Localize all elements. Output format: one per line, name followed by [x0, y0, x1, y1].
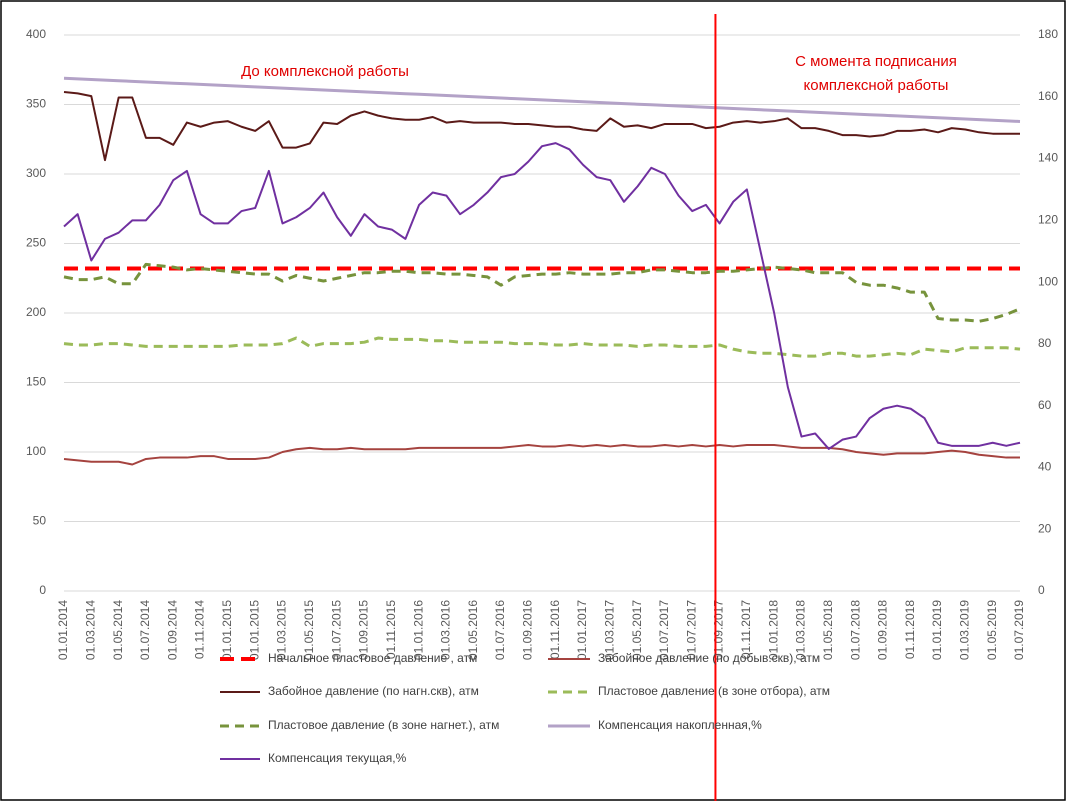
- y2-tick-label: 120: [1038, 213, 1058, 227]
- series-line: [63, 336, 1021, 358]
- x-tick-label: 01.05.2017: [630, 600, 644, 660]
- y2-tick-label: 60: [1038, 398, 1052, 412]
- x-tick-label: 01.03.2017: [602, 600, 616, 660]
- legend-label: Компенсация накопленная,%: [598, 718, 762, 732]
- x-tick-label: 01.07.2019: [1012, 600, 1026, 660]
- series-line: [63, 142, 1021, 450]
- x-tick-label: 01.03.2014: [83, 600, 97, 660]
- annotation: До комплексной работы: [241, 63, 409, 80]
- y-tick-label: 300: [26, 166, 46, 180]
- y-tick-label: 50: [33, 514, 47, 528]
- series-line: [63, 76, 1021, 123]
- series-line: [63, 262, 1021, 323]
- x-tick-label: 01.01.2015: [247, 600, 261, 660]
- x-tick-label: 01.09.2018: [876, 600, 890, 660]
- y-tick-label: 150: [26, 375, 46, 389]
- x-tick-label: 01.01.2019: [930, 600, 944, 660]
- x-tick-label: 01.11.2015: [384, 600, 398, 659]
- legend-label: Пластовое давление (в зоне отбора), атм: [598, 684, 830, 698]
- x-tick-label: 01.05.2014: [111, 600, 125, 660]
- y-tick-label: 100: [26, 444, 46, 458]
- y2-tick-label: 40: [1038, 460, 1052, 474]
- y-tick-label: 0: [39, 583, 46, 597]
- legend-label: Забойное давление (по нагн.скв), атм: [268, 684, 479, 698]
- x-tick-label: 01.07.2014: [138, 600, 152, 660]
- y2-tick-label: 80: [1038, 336, 1052, 350]
- x-tick-label: 01.01.2014: [56, 600, 70, 660]
- x-tick-label: 01.09.2014: [165, 600, 179, 660]
- legend-label: Компенсация текущая,%: [268, 751, 407, 765]
- x-tick-label: 01.07.2015: [329, 600, 343, 660]
- x-tick-label: 01.05.2018: [821, 600, 835, 660]
- legend-label: Забойное давление (по добыв.скв), атм: [598, 651, 820, 665]
- x-tick-label: 01.07.2017: [657, 600, 671, 660]
- x-tick-label: 01.11.2018: [903, 600, 917, 659]
- x-tick-label: 01.05.2016: [466, 600, 480, 660]
- y-tick-label: 200: [26, 305, 46, 319]
- x-tick-label: 01.09.2016: [521, 600, 535, 660]
- y2-tick-label: 0: [1038, 583, 1045, 597]
- x-tick-label: 01.03.2019: [958, 600, 972, 660]
- x-tick-label: 01.07.2016: [493, 600, 507, 660]
- x-tick-label: 01.01.2018: [766, 600, 780, 660]
- y-tick-label: 350: [26, 97, 46, 111]
- series-line: [63, 444, 1020, 466]
- x-tick-label: 01.03.2015: [275, 600, 289, 660]
- y-tick-label: 400: [26, 27, 46, 41]
- x-tick-label: 01.03.2018: [794, 600, 808, 660]
- annotation: комплексной работы: [804, 77, 949, 94]
- x-tick-label: 01.01.2015: [220, 600, 234, 660]
- x-tick-label: 01.11.2017: [739, 600, 753, 659]
- x-tick-label: 01.11.2014: [193, 600, 207, 659]
- x-tick-label: 01.09.2015: [357, 600, 371, 660]
- legend-label: Пластовое давление (в зоне нагнет.), атм: [268, 718, 499, 732]
- legend-label: Начальное пластовое давление , атм: [268, 651, 477, 665]
- x-tick-label: 01.05.2019: [985, 600, 999, 660]
- x-tick-label: 01.05.2015: [302, 600, 316, 660]
- annotation: С момента подписания: [795, 53, 957, 70]
- y2-tick-label: 140: [1038, 151, 1058, 165]
- x-tick-label: 01.01.2016: [411, 600, 425, 660]
- x-tick-label: 01.11.2016: [548, 600, 562, 659]
- y2-tick-label: 180: [1038, 27, 1058, 41]
- y2-tick-label: 20: [1038, 521, 1052, 535]
- y2-tick-label: 100: [1038, 274, 1058, 288]
- x-tick-label: 01.07.2018: [848, 600, 862, 660]
- y-tick-label: 250: [26, 236, 46, 250]
- y2-tick-label: 160: [1038, 89, 1058, 103]
- x-tick-label: 01.03.2016: [439, 600, 453, 660]
- x-tick-label: 01.07.2017: [684, 600, 698, 660]
- series-line: [63, 90, 1020, 162]
- x-tick-label: 01.01.2017: [575, 600, 589, 660]
